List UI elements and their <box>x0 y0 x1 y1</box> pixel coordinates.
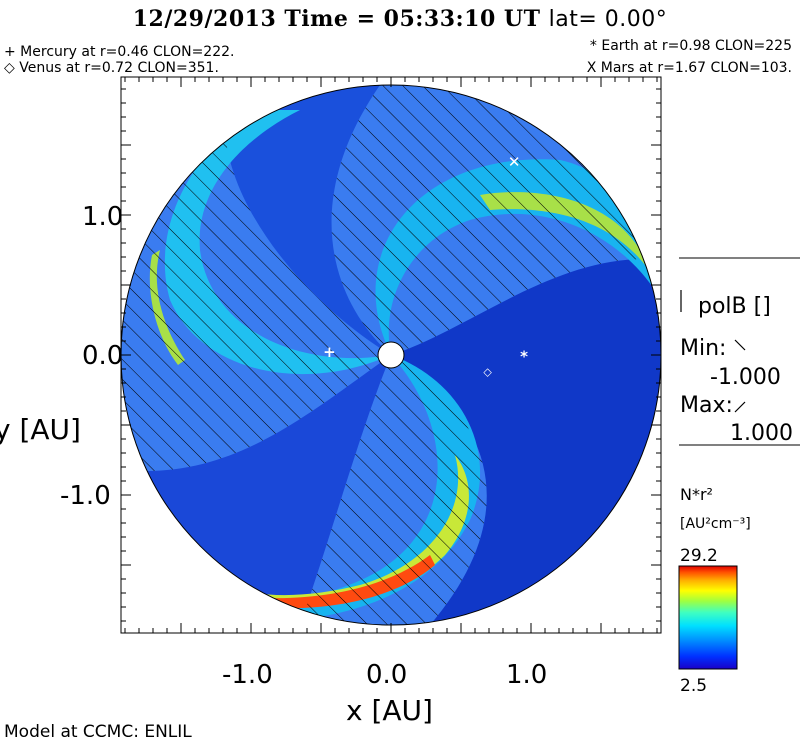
max-label: Max: <box>680 393 733 418</box>
field-low-north <box>224 85 391 355</box>
planet-marker-earth: * <box>520 347 528 365</box>
footer-credit: Model at CCMC: ENLIL <box>4 722 192 742</box>
colorbar <box>678 565 738 670</box>
legend-earth: * Earth at r=0.98 CLON=225 <box>589 38 792 54</box>
polarity-label: polB [] <box>698 294 771 319</box>
y-tick-0: 0.0 <box>82 341 124 371</box>
y-axis-label: y [AU] <box>0 413 81 446</box>
x-tick-neg1: -1.0 <box>222 660 273 690</box>
title-lat: lat= 0.00° <box>548 7 668 32</box>
y-tick-neg1: -1.0 <box>60 481 111 511</box>
x-tick-1: 1.0 <box>506 660 548 690</box>
min-label: Min: <box>680 336 727 361</box>
legend-mars: X Mars at r=1.67 CLON=103. <box>586 60 792 76</box>
x-axis-label: x [AU] <box>346 694 433 727</box>
colorbar-max: 29.2 <box>680 546 718 566</box>
title-main: 12/29/2013 Time = 05:33:10 UT <box>132 6 541 32</box>
sun-inner-boundary <box>377 341 405 369</box>
x-tick-0: 0.0 <box>366 660 408 690</box>
planet-markers: + ◇ * ✕ <box>323 153 528 379</box>
max-hatch-sample <box>734 401 746 413</box>
colorbar-units: [AU²cm⁻³] <box>680 516 751 532</box>
planet-marker-mercury: + <box>323 343 336 361</box>
max-value: 1.000 <box>730 421 793 446</box>
planet-marker-venus: ◇ <box>483 365 492 378</box>
min-hatch-sample <box>734 339 746 351</box>
y-tick-1: 1.0 <box>82 202 124 232</box>
min-value: -1.000 <box>710 365 781 390</box>
planet-marker-mars: ✕ <box>508 153 521 171</box>
legend-venus: ◇ Venus at r=0.72 CLON=351. <box>4 60 219 76</box>
hatch-west <box>121 85 391 472</box>
plot-title: 12/29/2013 Time = 05:33:10 UT lat= 0.00° <box>0 6 800 32</box>
hatch-south <box>300 355 487 625</box>
colorbar-min: 2.5 <box>680 676 708 696</box>
colorbar-title: N*r² <box>680 485 713 504</box>
legend-mercury: + Mercury at r=0.46 CLON=222. <box>4 44 235 60</box>
axis-ticks <box>121 77 661 633</box>
